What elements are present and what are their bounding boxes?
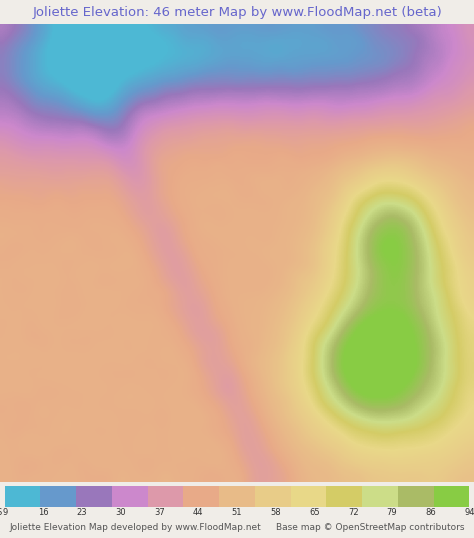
Text: 37: 37 bbox=[154, 508, 165, 517]
Text: 51: 51 bbox=[232, 508, 242, 517]
Text: 72: 72 bbox=[348, 508, 358, 517]
Text: 86: 86 bbox=[425, 508, 436, 517]
Text: 44: 44 bbox=[193, 508, 203, 517]
Text: 9: 9 bbox=[2, 508, 8, 517]
Bar bbox=[398, 486, 434, 507]
Text: 16: 16 bbox=[38, 508, 49, 517]
Text: 94: 94 bbox=[464, 508, 474, 517]
Text: Joliette Elevation Map developed by www.FloodMap.net: Joliette Elevation Map developed by www.… bbox=[9, 523, 261, 532]
Bar bbox=[112, 486, 148, 507]
Text: Joliette Elevation: 46 meter Map by www.FloodMap.net (beta): Joliette Elevation: 46 meter Map by www.… bbox=[32, 5, 442, 19]
Bar bbox=[219, 486, 255, 507]
Bar bbox=[5, 486, 40, 507]
Text: 58: 58 bbox=[270, 508, 281, 517]
Bar bbox=[362, 486, 398, 507]
Text: 79: 79 bbox=[386, 508, 397, 517]
Text: 65: 65 bbox=[309, 508, 320, 517]
Text: 23: 23 bbox=[77, 508, 88, 517]
Text: 30: 30 bbox=[116, 508, 126, 517]
Text: Base map © OpenStreetMap contributors: Base map © OpenStreetMap contributors bbox=[276, 523, 465, 532]
Bar bbox=[40, 486, 76, 507]
Bar bbox=[148, 486, 183, 507]
Bar bbox=[76, 486, 112, 507]
Text: meter S: meter S bbox=[0, 508, 2, 517]
Bar bbox=[291, 486, 326, 507]
Bar bbox=[434, 486, 469, 507]
Bar bbox=[183, 486, 219, 507]
Bar bbox=[255, 486, 291, 507]
Bar bbox=[326, 486, 362, 507]
